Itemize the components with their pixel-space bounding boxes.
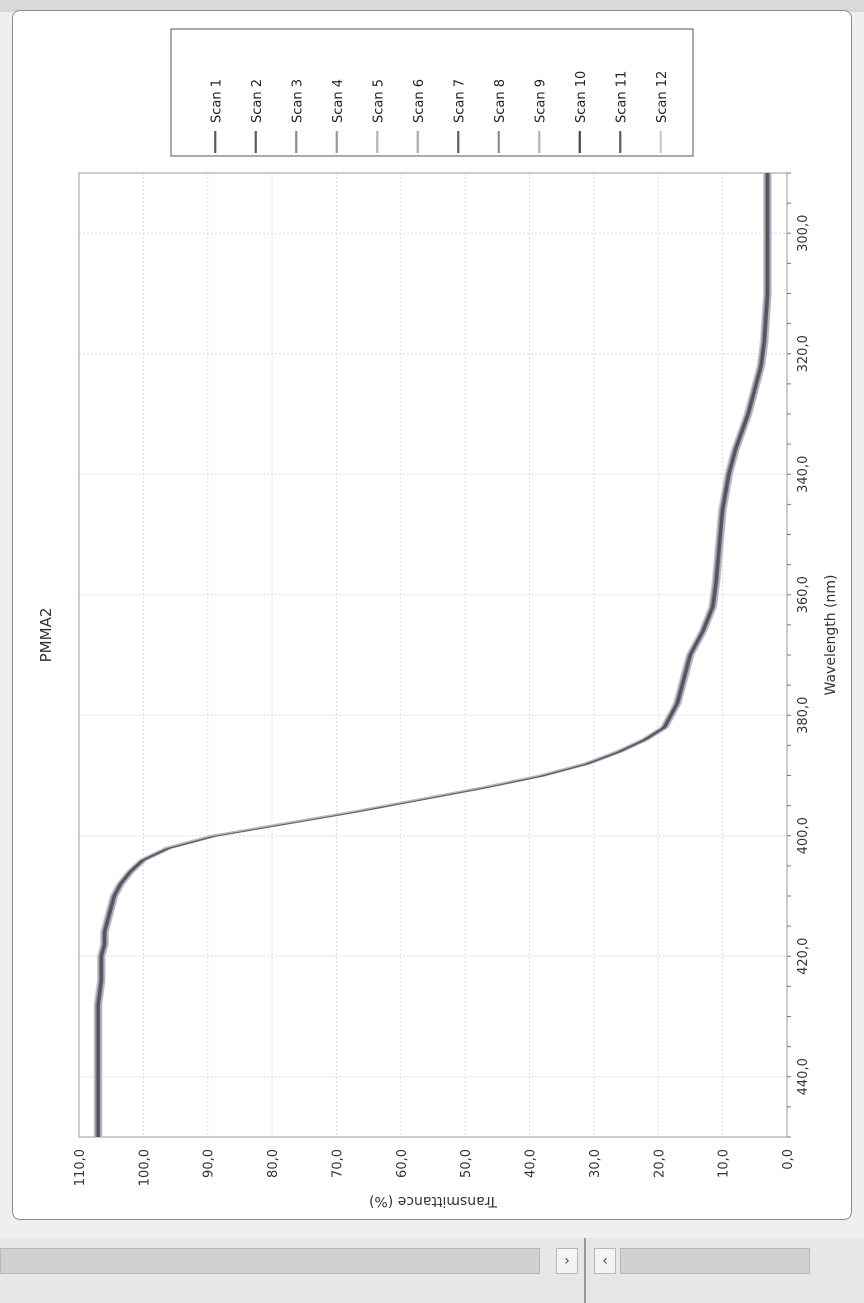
legend-label-scan-4: Scan 4	[331, 79, 346, 123]
series-line-scan-5	[100, 173, 772, 1137]
chart-panel: 0,0 10,0 20,0 30,0 40,0 50,0 60,0 70,0 80,0 90,0 1…	[12, 10, 852, 1220]
series-line-scan-6	[96, 173, 768, 1137]
x-tick-label: 340,0	[796, 456, 811, 493]
legend-label-scan-1: Scan 1	[209, 79, 224, 123]
x-tick-label: 380,0	[796, 697, 811, 734]
y-tick-label: 80,0	[266, 1149, 281, 1178]
x-tick-label: 360,0	[796, 576, 811, 613]
ticks-layer: 0,0 10,0 20,0 30,0 40,0 50,0 60,0 70,0 80,0 90,0 1…	[73, 172, 811, 1186]
legend-label-scan-11: Scan 11	[614, 71, 629, 123]
y-tick-label: 0,0	[781, 1149, 796, 1170]
series-line-scan-8	[94, 173, 766, 1137]
plot-area-frame	[78, 172, 788, 1138]
y-tick-label: 50,0	[459, 1149, 474, 1178]
legend-label-scan-5: Scan 5	[371, 79, 386, 123]
legend-label-scan-10: Scan 10	[574, 71, 589, 123]
legend-label-scan-8: Scan 8	[493, 79, 508, 123]
y-tick-label: 110,0	[73, 1149, 88, 1186]
legend-label-scan-6: Scan 6	[412, 79, 427, 123]
grid-layer	[78, 173, 788, 1137]
series-layer	[93, 173, 772, 1137]
right-scroll-track[interactable]	[620, 1248, 810, 1274]
scroll-left-button[interactable]: ‹	[594, 1248, 616, 1274]
x-tick-label: 320,0	[796, 335, 811, 372]
legend-label-scan-2: Scan 2	[250, 79, 265, 123]
series-line-scan-9	[100, 173, 772, 1137]
x-tick-label: 300,0	[796, 215, 811, 252]
y-axis-label: Transmittance (%)	[369, 1193, 498, 1209]
scroll-right-button[interactable]: ›	[556, 1248, 578, 1274]
x-tick-label: 400,0	[796, 817, 811, 854]
y-tick-label: 90,0	[202, 1149, 217, 1178]
series-line-scan-12	[93, 173, 765, 1137]
series-line-scan-7	[98, 173, 770, 1137]
legend-label-scan-9: Scan 9	[533, 79, 548, 123]
y-tick-label: 60,0	[395, 1149, 410, 1178]
series-line-scan-2	[95, 173, 767, 1137]
series-line-scan-11	[98, 173, 770, 1137]
chart-title: PMMA2	[37, 608, 55, 663]
y-tick-label: 70,0	[330, 1149, 345, 1178]
series-line-scan-1	[97, 173, 769, 1137]
y-tick-label: 10,0	[717, 1149, 732, 1178]
pane-divider[interactable]	[584, 1238, 586, 1303]
y-tick-label: 100,0	[137, 1149, 152, 1186]
series-line-scan-10	[96, 173, 769, 1137]
x-axis-label: Wavelength (nm)	[823, 575, 839, 696]
bottom-scrollbar-bar: › ‹	[0, 1238, 864, 1303]
series-line-scan-3	[99, 173, 771, 1137]
left-scroll-track[interactable]	[0, 1248, 540, 1274]
x-tick-label: 420,0	[796, 938, 811, 975]
legend-box	[170, 28, 694, 157]
series-line-scan-4	[94, 173, 766, 1137]
window-top-strip	[0, 0, 864, 12]
chart: 0,0 10,0 20,0 30,0 40,0 50,0 60,0 70,0 80,0 90,0 1…	[37, 28, 839, 1209]
y-tick-label: 20,0	[652, 1149, 667, 1178]
y-tick-label: 40,0	[524, 1149, 539, 1178]
y-tick-label: 30,0	[588, 1149, 603, 1178]
legend-label-scan-3: Scan 3	[290, 79, 305, 123]
legend-label-scan-7: Scan 7	[452, 79, 467, 123]
legend: Scan 1 Scan 2 Scan 3 Scan 4 Scan 5 Scan 6 Scan…	[209, 71, 670, 153]
x-tick-label: 440,0	[796, 1058, 811, 1095]
legend-label-scan-12: Scan 12	[655, 71, 670, 123]
